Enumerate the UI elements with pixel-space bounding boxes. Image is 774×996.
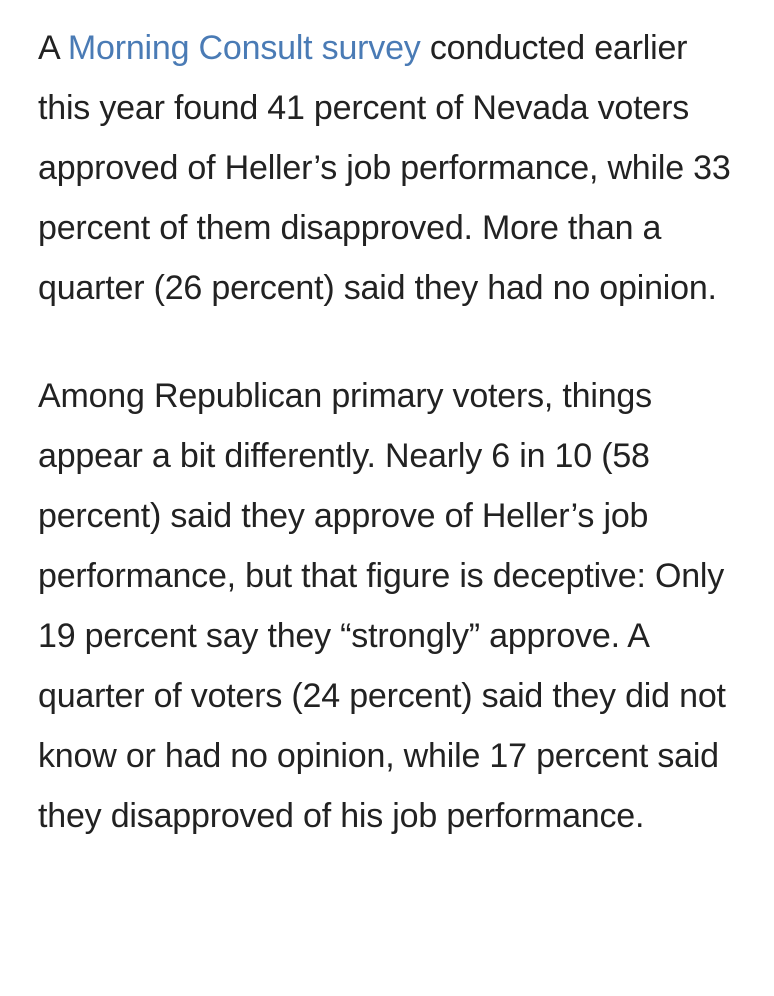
morning-consult-survey-link[interactable]: Morning Consult survey — [67, 29, 421, 67]
paragraph-survey-text: conducted earlier this year found 41 per… — [38, 29, 731, 307]
paragraph-republican-primary: Among Republican primary voters, things … — [38, 366, 738, 846]
paragraph-republican-text: Among Republican primary voters, things … — [38, 377, 726, 835]
article-body: A Morning Consult survey conducted earli… — [38, 18, 738, 846]
paragraph-survey-summary: A Morning Consult survey conducted earli… — [38, 18, 738, 318]
paragraph-lead-text: A — [38, 29, 68, 67]
